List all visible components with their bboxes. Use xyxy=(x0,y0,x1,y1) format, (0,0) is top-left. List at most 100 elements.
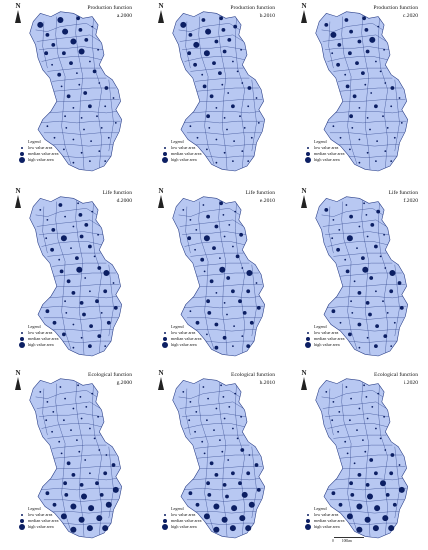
median-value-point xyxy=(59,269,64,274)
median-value-point xyxy=(390,453,395,457)
county-boundary xyxy=(348,155,398,158)
low-value-point xyxy=(240,48,242,51)
median-value-point xyxy=(349,214,353,219)
county-boundary xyxy=(205,155,255,158)
low-value-point xyxy=(375,427,377,430)
low-value-point xyxy=(194,430,196,433)
low-value-point xyxy=(332,401,335,403)
north-label: N xyxy=(15,2,21,10)
high-value-point xyxy=(37,21,44,28)
low-value-point xyxy=(72,346,75,349)
low-value-point xyxy=(221,83,224,86)
median-value-point xyxy=(375,324,379,328)
low-value-point xyxy=(65,312,68,314)
median-value-point xyxy=(44,51,49,56)
low-value-point xyxy=(112,282,115,284)
legend-item-median: median value area xyxy=(161,336,221,342)
median-value-point xyxy=(103,471,108,476)
median-value-point xyxy=(368,312,372,317)
median-value-point xyxy=(392,502,397,507)
median-value-point xyxy=(365,49,370,54)
high-value-point xyxy=(382,515,389,522)
scale-bar: 0 100km xyxy=(332,537,364,543)
low-value-point xyxy=(353,462,356,465)
county-boundary xyxy=(235,18,245,168)
north-label: N xyxy=(158,187,164,195)
legend-item-high: high value area xyxy=(161,524,221,530)
county-boundary xyxy=(186,499,262,502)
legend-title: Legend xyxy=(171,139,184,144)
median-value-point xyxy=(383,334,388,338)
median-value-point xyxy=(246,344,251,348)
legend-item-high: high value area xyxy=(18,157,78,163)
median-value-point xyxy=(82,312,86,317)
low-value-point xyxy=(223,117,226,119)
low-value-point xyxy=(384,267,387,269)
low-value-point xyxy=(232,160,234,163)
median-value-point xyxy=(83,91,88,95)
function-name: Life function xyxy=(245,190,275,196)
low-value-point xyxy=(46,125,49,128)
low-value-point xyxy=(366,417,369,420)
median-value-point xyxy=(389,471,394,476)
median-value-point xyxy=(222,483,227,487)
high-value-point xyxy=(213,503,220,510)
county-boundary xyxy=(197,99,263,102)
low-value-point xyxy=(345,204,348,206)
median-value-point xyxy=(71,291,76,295)
county-boundary xyxy=(321,390,384,399)
county-boundary xyxy=(218,13,228,170)
low-value-point xyxy=(39,391,42,393)
low-value-point xyxy=(344,258,347,261)
high-value-point xyxy=(398,486,405,493)
median-value-point xyxy=(202,84,207,89)
county-boundary xyxy=(178,390,241,399)
median-value-point xyxy=(71,473,76,477)
median-value-point xyxy=(345,269,350,274)
low-value-point xyxy=(104,345,107,347)
north-label: N xyxy=(15,187,21,195)
low-value-point xyxy=(379,255,382,258)
median-value-point xyxy=(104,86,109,90)
median-value-point xyxy=(206,299,210,304)
county-boundary xyxy=(52,77,107,82)
median-value-point xyxy=(50,247,54,252)
legend-item-low: low value area xyxy=(304,330,364,336)
county-boundary xyxy=(348,522,398,525)
low-value-point xyxy=(386,127,389,129)
low-value-point xyxy=(219,257,221,259)
low-value-point xyxy=(72,323,75,326)
county-boundary xyxy=(339,144,400,147)
median-value-point xyxy=(214,345,219,350)
low-value-point xyxy=(222,214,225,216)
low-value-point xyxy=(386,312,389,314)
low-value-point xyxy=(208,127,211,129)
low-value-point xyxy=(338,411,341,413)
north-label: N xyxy=(158,369,164,377)
median-value-point xyxy=(345,84,350,89)
high-value-symbol xyxy=(162,342,168,348)
north-label: N xyxy=(301,187,307,195)
county-boundary xyxy=(36,219,101,227)
county-boundary xyxy=(327,241,388,247)
low-value-point xyxy=(232,60,234,63)
county-boundary xyxy=(322,34,387,42)
high-value-symbol xyxy=(305,157,311,163)
legend-item-low: low value area xyxy=(161,512,221,518)
panel-title: Life function e.2010 xyxy=(246,189,275,205)
low-value-point xyxy=(370,92,373,94)
high-value-point xyxy=(380,480,386,487)
low-value-point xyxy=(72,161,75,164)
low-value-point xyxy=(390,105,393,108)
low-value-point xyxy=(351,127,354,129)
median-value-point xyxy=(348,51,352,56)
county-boundary xyxy=(321,208,384,217)
map-panel-life-2010: N Life function e.2010 Legend low value … xyxy=(143,185,285,368)
county-boundary xyxy=(198,383,215,532)
low-value-point xyxy=(51,430,53,433)
low-value-point xyxy=(369,128,371,131)
county-boundary xyxy=(53,511,114,514)
county-boundary xyxy=(191,478,261,481)
low-value-point xyxy=(207,397,209,400)
median-value-symbol xyxy=(20,337,24,341)
